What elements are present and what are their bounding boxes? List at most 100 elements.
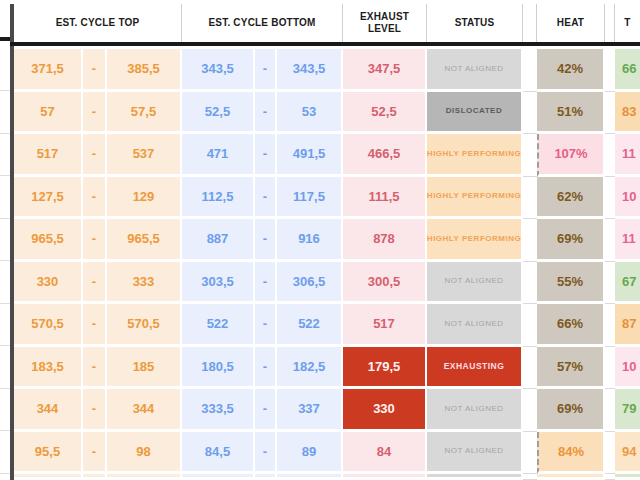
cycle-top-max[interactable]: 129 <box>107 177 182 220</box>
status-badge[interactable]: NOT ALIGNED <box>427 262 523 305</box>
cycle-top-max[interactable]: 333 <box>107 262 182 305</box>
t-value[interactable]: 83 <box>615 92 640 135</box>
exhaust-level[interactable]: 466,5 <box>343 134 427 177</box>
cycle-bottom-min[interactable] <box>182 474 255 480</box>
heat-value[interactable]: 69% <box>537 219 605 262</box>
heat-value[interactable] <box>537 474 605 480</box>
heat-value[interactable]: 66% <box>537 304 605 347</box>
cycle-bottom-max[interactable]: 53 <box>277 92 343 135</box>
cycle-top-max[interactable]: 344 <box>107 389 182 432</box>
cycle-top-max[interactable]: 57,5 <box>107 92 182 135</box>
heat-value[interactable]: 57% <box>537 347 605 390</box>
cycle-bottom-max[interactable]: 491,5 <box>277 134 343 177</box>
column-gap <box>605 134 615 177</box>
status-badge[interactable] <box>427 474 523 480</box>
header-cycle-bottom[interactable]: EST. CYCLE BOTTOM <box>182 4 343 42</box>
cycle-bottom-max[interactable]: 89 <box>277 432 343 475</box>
header-t-column[interactable]: T <box>615 4 640 42</box>
t-value[interactable]: 10 <box>615 177 640 220</box>
t-value[interactable]: 87 <box>615 304 640 347</box>
cycle-bottom-min[interactable]: 333,5 <box>182 389 255 432</box>
exhaust-level[interactable]: 300,5 <box>343 262 427 305</box>
header-bottom-border <box>10 42 640 46</box>
cycle-top-separator: - <box>83 49 107 92</box>
cycle-bottom-min[interactable]: 52,5 <box>182 92 255 135</box>
header-exhaust-level[interactable]: EXHAUST LEVEL <box>343 4 427 42</box>
cycle-bottom-max[interactable]: 916 <box>277 219 343 262</box>
cycle-bottom-max[interactable]: 182,5 <box>277 347 343 390</box>
cycle-bottom-max[interactable] <box>277 474 343 480</box>
cycle-top-min[interactable]: 95,5 <box>14 432 83 475</box>
cycle-top-min[interactable]: 371,5 <box>14 49 83 92</box>
t-value[interactable]: 67 <box>615 262 640 305</box>
cycle-top-min[interactable]: 344 <box>14 389 83 432</box>
cycle-bottom-min[interactable]: 343,5 <box>182 49 255 92</box>
column-gap <box>605 219 615 262</box>
status-badge[interactable]: HIGHLY PERFORMING <box>427 219 523 262</box>
cycle-top-min[interactable]: 127,5 <box>14 177 83 220</box>
exhaust-level[interactable]: 179,5 <box>343 347 427 390</box>
header-status[interactable]: STATUS <box>427 4 523 42</box>
cycle-top-min[interactable]: 570,5 <box>14 304 83 347</box>
cycle-top-max[interactable]: 185 <box>107 347 182 390</box>
heat-value[interactable]: 42% <box>537 49 605 92</box>
cycle-top-min[interactable]: 517 <box>14 134 83 177</box>
cycle-bottom-min[interactable]: 887 <box>182 219 255 262</box>
heat-value[interactable]: 62% <box>537 177 605 220</box>
t-value[interactable]: 66 <box>615 49 640 92</box>
cycle-top-max[interactable]: 537 <box>107 134 182 177</box>
exhaust-level[interactable]: 52,5 <box>343 92 427 135</box>
cycle-top-min[interactable] <box>14 474 83 480</box>
t-value[interactable]: 79 <box>615 389 640 432</box>
status-badge[interactable]: DISLOCATED <box>427 92 523 135</box>
exhaust-level[interactable]: 84 <box>343 432 427 475</box>
row-header-column <box>0 49 10 480</box>
exhaust-level[interactable]: 330 <box>343 389 427 432</box>
heat-value[interactable]: 69% <box>537 389 605 432</box>
cycle-top-min[interactable]: 330 <box>14 262 83 305</box>
exhaust-level[interactable]: 111,5 <box>343 177 427 220</box>
cycle-top-min[interactable]: 965,5 <box>14 219 83 262</box>
heat-value[interactable]: 55% <box>537 262 605 305</box>
status-badge[interactable]: HIGHLY PERFORMING <box>427 134 523 177</box>
heat-value[interactable]: 51% <box>537 92 605 135</box>
heat-value[interactable]: 84% <box>537 432 605 475</box>
status-badge[interactable]: EXHAUSTING <box>427 347 523 390</box>
t-value[interactable]: 94 <box>615 432 640 475</box>
cycle-bottom-max[interactable]: 343,5 <box>277 49 343 92</box>
cycle-bottom-max[interactable]: 306,5 <box>277 262 343 305</box>
cycle-top-max[interactable]: 98 <box>107 432 182 475</box>
exhaust-level[interactable]: 517 <box>343 304 427 347</box>
status-badge[interactable]: NOT ALIGNED <box>427 49 523 92</box>
heat-value[interactable]: 107% <box>537 134 605 177</box>
cycle-bottom-min[interactable]: 112,5 <box>182 177 255 220</box>
cycle-top-max[interactable]: 385,5 <box>107 49 182 92</box>
status-badge[interactable]: NOT ALIGNED <box>427 432 523 475</box>
cycle-bottom-min[interactable]: 303,5 <box>182 262 255 305</box>
header-heat[interactable]: HEAT <box>537 4 605 42</box>
cycle-bottom-max[interactable]: 337 <box>277 389 343 432</box>
cycle-bottom-max[interactable]: 117,5 <box>277 177 343 220</box>
status-badge[interactable]: NOT ALIGNED <box>427 389 523 432</box>
cycle-bottom-min[interactable]: 522 <box>182 304 255 347</box>
cycle-bottom-max[interactable]: 522 <box>277 304 343 347</box>
exhaust-level[interactable] <box>343 474 427 480</box>
t-value[interactable] <box>615 474 640 480</box>
t-value[interactable]: 11 <box>615 219 640 262</box>
cycle-bottom-min[interactable]: 180,5 <box>182 347 255 390</box>
exhaust-level[interactable]: 878 <box>343 219 427 262</box>
cycle-bottom-min[interactable]: 471 <box>182 134 255 177</box>
cycle-top-max[interactable] <box>107 474 182 480</box>
cycle-top-max[interactable]: 965,5 <box>107 219 182 262</box>
cycle-top-max[interactable]: 570,5 <box>107 304 182 347</box>
status-badge[interactable]: HIGHLY PERFORMING <box>427 177 523 220</box>
t-value[interactable]: 11 <box>615 134 640 177</box>
cycle-top-min[interactable]: 57 <box>14 92 83 135</box>
cycle-top-min[interactable]: 183,5 <box>14 347 83 390</box>
cycle-bottom-min[interactable]: 84,5 <box>182 432 255 475</box>
status-badge[interactable]: NOT ALIGNED <box>427 304 523 347</box>
table-row: 95,5 - 98 84,5 - 89 84 NOT ALIGNED 84% 9… <box>14 432 640 475</box>
header-cycle-top[interactable]: EST. CYCLE TOP <box>14 4 182 42</box>
exhaust-level[interactable]: 347,5 <box>343 49 427 92</box>
t-value[interactable]: 10 <box>615 347 640 390</box>
